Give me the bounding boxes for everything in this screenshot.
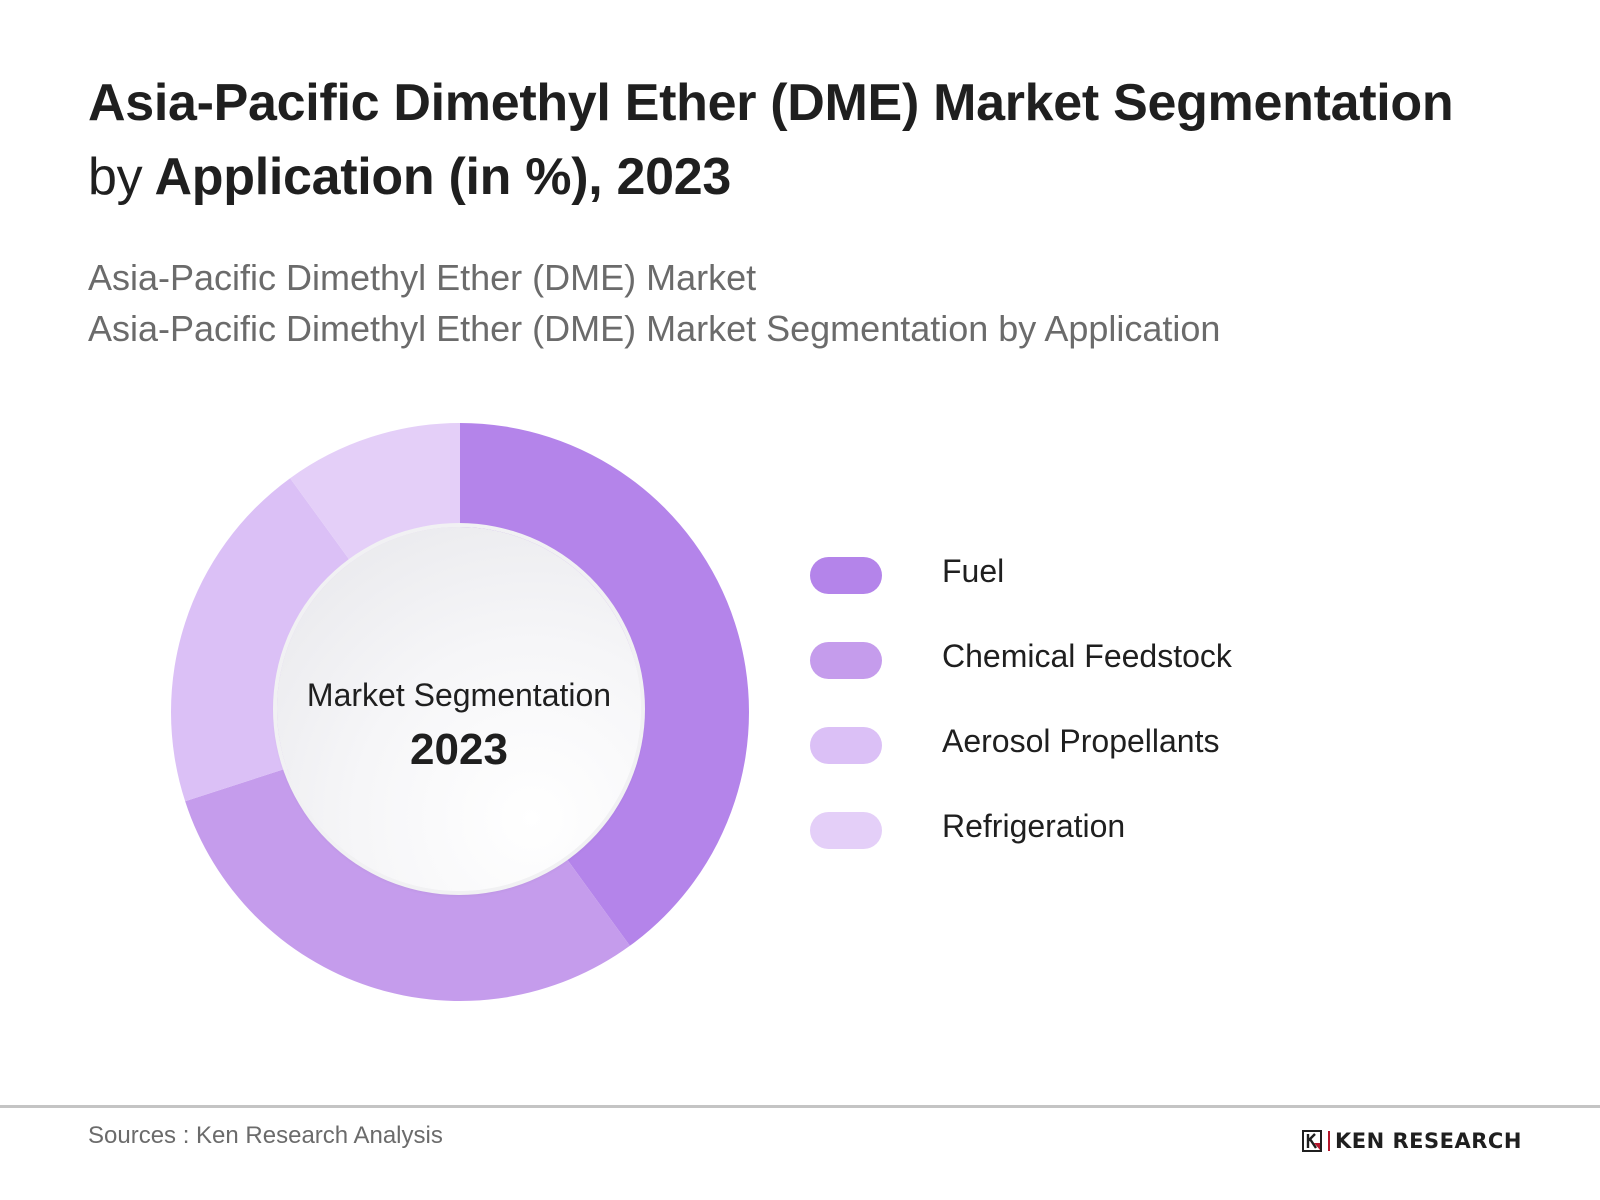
- legend-label: Aerosol Propellants: [942, 723, 1220, 759]
- subtitle-line1: Asia-Pacific Dimethyl Ether (DME) Market: [88, 257, 757, 298]
- legend-label: Chemical Feedstock: [942, 638, 1232, 674]
- subtitle-line2: Asia-Pacific Dimethyl Ether (DME) Market…: [88, 308, 1221, 349]
- ken-research-logo-icon: [1302, 1130, 1322, 1152]
- legend-label: Fuel: [942, 553, 1005, 589]
- legend-label: Refrigeration: [942, 808, 1126, 844]
- donut-slice-aerosol-propellants: [171, 478, 354, 802]
- legend-item-aerosol-propellants: Aerosol Propellants: [810, 723, 1219, 810]
- donut-slice-refrigeration: [290, 423, 460, 565]
- logo-text: KEN RESEARCH: [1335, 1129, 1522, 1153]
- donut-chart: Market Segmentation 2023: [170, 422, 750, 1002]
- legend-swatch: [810, 642, 882, 679]
- legend-item-chemical-feedstock: Chemical Feedstock: [810, 638, 1232, 725]
- donut-slice-chemical-feedstock: [185, 768, 630, 1001]
- legend-swatch: [810, 557, 882, 594]
- legend-swatch: [810, 812, 882, 849]
- chart-subtitle: Asia-Pacific Dimethyl Ether (DME) Market…: [88, 252, 1220, 354]
- chart-title-line1: Asia-Pacific Dimethyl Ether (DME) Market…: [88, 74, 1454, 132]
- center-label: Market Segmentation: [306, 677, 612, 713]
- legend-item-fuel: Fuel: [810, 553, 1004, 640]
- donut-svg: [171, 423, 750, 1001]
- chart-legend: Fuel Chemical Feedstock Aerosol Propella…: [810, 553, 1232, 895]
- chart-title-line2: by Application (in %), 2023: [88, 140, 1528, 214]
- chart-title-by: by: [88, 148, 143, 206]
- logo-separator: [1328, 1131, 1330, 1151]
- donut-center: Market Segmentation 2023: [277, 527, 641, 891]
- sources-note: Sources : Ken Research Analysis: [88, 1122, 443, 1149]
- center-year: 2023: [410, 725, 508, 774]
- ken-research-logo: KEN RESEARCH: [1302, 1128, 1522, 1154]
- chart-title: Asia-Pacific Dimethyl Ether (DME) Market…: [88, 66, 1528, 214]
- legend-swatch: [810, 727, 882, 764]
- chart-title-rest: Application (in %), 2023: [142, 148, 732, 206]
- legend-item-refrigeration: Refrigeration: [810, 808, 1125, 895]
- footer-divider: [0, 1105, 1600, 1108]
- donut-slice-fuel: [460, 423, 750, 946]
